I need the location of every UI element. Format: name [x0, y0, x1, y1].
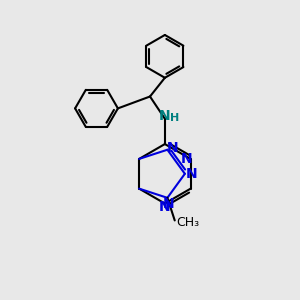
Text: N: N [163, 197, 175, 211]
Text: CH₃: CH₃ [176, 216, 199, 229]
Text: N: N [167, 141, 178, 155]
Text: N: N [186, 167, 197, 181]
Text: H: H [170, 113, 179, 123]
Text: N: N [159, 110, 171, 123]
Text: N: N [159, 200, 171, 214]
Text: N: N [181, 152, 193, 166]
